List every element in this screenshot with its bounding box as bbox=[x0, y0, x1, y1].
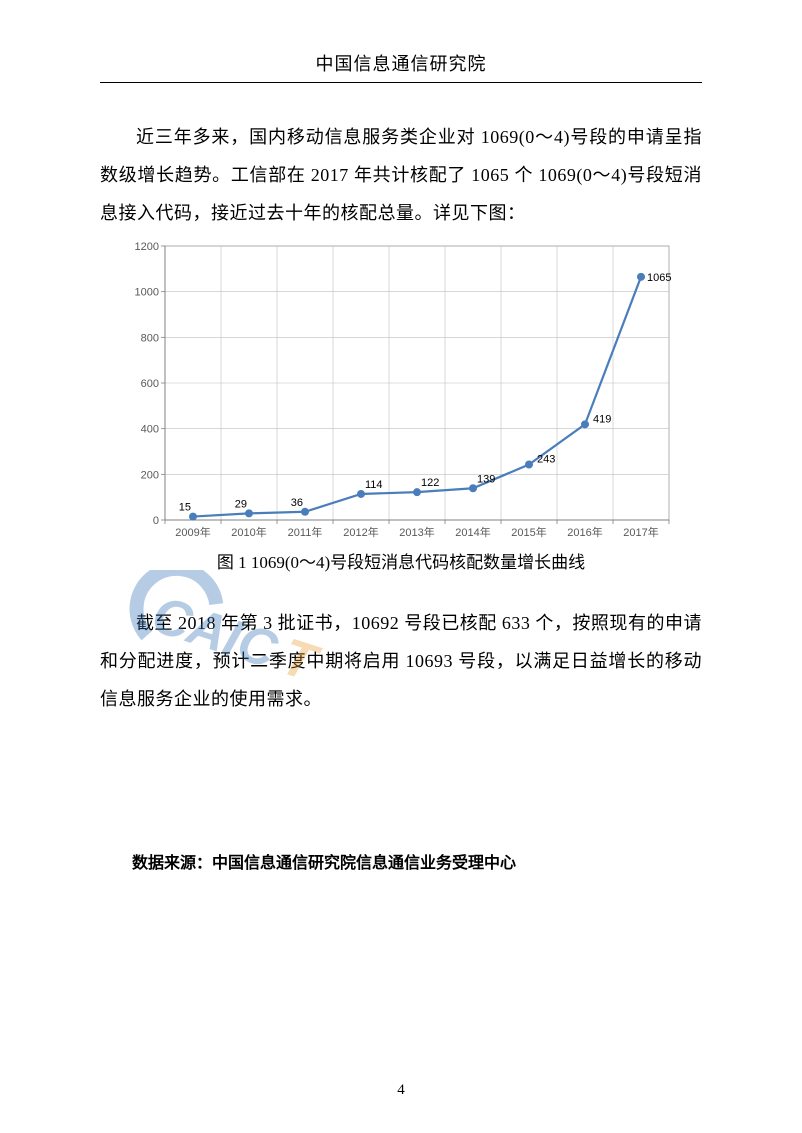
paragraph-2: 截至 2018 年第 3 批证书，10692 号段已核配 633 个，按照现有的… bbox=[100, 605, 702, 718]
svg-text:243: 243 bbox=[537, 454, 555, 466]
svg-text:800: 800 bbox=[141, 333, 159, 345]
page: 中国信息通信研究院 近三年多来，国内移动信息服务类企业对 1069(0～4)号段… bbox=[0, 0, 802, 1133]
svg-text:2012年: 2012年 bbox=[343, 525, 378, 539]
paragraph-1: 近三年多来，国内移动信息服务类企业对 1069(0～4)号段的申请呈指数级增长趋… bbox=[100, 119, 702, 232]
svg-text:2011年: 2011年 bbox=[288, 525, 323, 539]
page-header: 中国信息通信研究院 bbox=[100, 50, 702, 83]
svg-text:1000: 1000 bbox=[135, 287, 159, 299]
svg-text:2009年: 2009年 bbox=[175, 525, 210, 539]
line-chart: 0 200 400 600 800 1000 1200 2009年 2010年 2011年 2012… bbox=[121, 236, 681, 546]
svg-text:0: 0 bbox=[153, 515, 159, 527]
chart-svg: 0 200 400 600 800 1000 1200 2009年 2010年 2011年 2012… bbox=[121, 236, 681, 546]
svg-text:200: 200 bbox=[141, 470, 159, 482]
svg-text:29: 29 bbox=[235, 499, 247, 511]
data-source: 数据来源：中国信息通信研究院信息通信业务受理中心 bbox=[100, 849, 702, 873]
svg-text:2016年: 2016年 bbox=[567, 525, 602, 539]
svg-text:2013年: 2013年 bbox=[399, 525, 434, 539]
chart-caption: 图 1 1069(0～4)号段短消息代码核配数量增长曲线 bbox=[100, 548, 702, 573]
svg-text:400: 400 bbox=[141, 424, 159, 436]
svg-text:1065: 1065 bbox=[647, 272, 671, 284]
svg-text:2014年: 2014年 bbox=[455, 525, 490, 539]
svg-text:36: 36 bbox=[291, 497, 303, 509]
svg-text:122: 122 bbox=[421, 478, 439, 490]
svg-text:2010年: 2010年 bbox=[231, 525, 266, 539]
svg-text:114: 114 bbox=[365, 479, 383, 491]
page-number: 4 bbox=[0, 1082, 802, 1099]
svg-text:419: 419 bbox=[593, 414, 611, 426]
svg-text:15: 15 bbox=[179, 502, 191, 514]
svg-text:2017年: 2017年 bbox=[623, 525, 658, 539]
svg-text:1200: 1200 bbox=[135, 241, 159, 253]
header-title: 中国信息通信研究院 bbox=[316, 54, 487, 74]
svg-text:2015年: 2015年 bbox=[511, 525, 546, 539]
svg-text:600: 600 bbox=[141, 378, 159, 390]
svg-text:139: 139 bbox=[477, 474, 495, 486]
